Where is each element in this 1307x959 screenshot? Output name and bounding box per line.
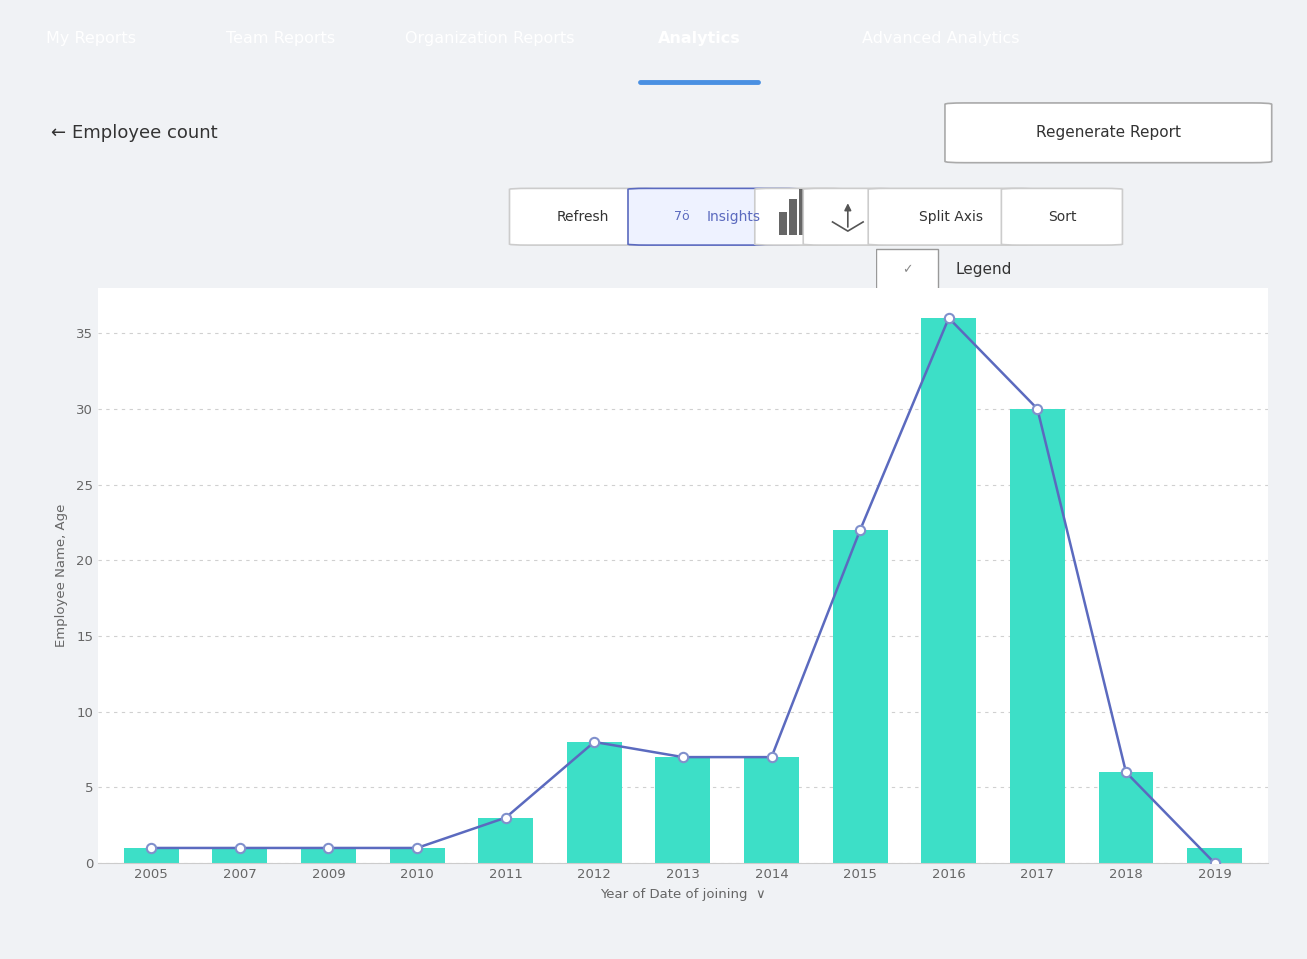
Text: ←: ← bbox=[50, 124, 65, 142]
FancyBboxPatch shape bbox=[754, 188, 844, 246]
Point bbox=[1204, 855, 1225, 871]
Point bbox=[1027, 401, 1048, 416]
Point bbox=[761, 749, 782, 764]
Point bbox=[584, 735, 605, 750]
Text: Split Axis: Split Axis bbox=[919, 210, 983, 223]
Text: My Reports: My Reports bbox=[47, 32, 136, 46]
FancyBboxPatch shape bbox=[876, 249, 938, 291]
Bar bbox=[779, 212, 787, 235]
Bar bbox=[389, 848, 444, 863]
Point bbox=[938, 311, 959, 326]
Point bbox=[672, 749, 693, 764]
Bar bbox=[921, 318, 976, 863]
Point bbox=[850, 523, 870, 538]
Point bbox=[229, 840, 250, 855]
Point bbox=[495, 810, 516, 826]
Text: ✓: ✓ bbox=[902, 363, 912, 376]
Bar bbox=[809, 205, 817, 235]
Text: Employee Name Count: Employee Name Count bbox=[1014, 313, 1182, 328]
Bar bbox=[1098, 772, 1154, 863]
Bar bbox=[833, 530, 887, 863]
Bar bbox=[478, 818, 533, 863]
Text: Advanced Analytics: Advanced Analytics bbox=[863, 32, 1019, 46]
Text: Refresh: Refresh bbox=[557, 210, 609, 223]
Bar bbox=[789, 199, 797, 235]
Point bbox=[318, 840, 339, 855]
Text: Regenerate Report: Regenerate Report bbox=[1036, 126, 1180, 140]
Bar bbox=[301, 848, 356, 863]
FancyBboxPatch shape bbox=[627, 188, 800, 246]
Text: ✓: ✓ bbox=[902, 264, 912, 276]
Bar bbox=[1187, 848, 1242, 863]
Point bbox=[1116, 764, 1137, 780]
Text: Team Reports: Team Reports bbox=[226, 32, 336, 46]
FancyBboxPatch shape bbox=[510, 188, 656, 246]
Text: 7̈ö: 7̈ö bbox=[674, 210, 690, 223]
Bar bbox=[124, 848, 179, 863]
Point bbox=[141, 840, 162, 855]
Bar bbox=[744, 757, 799, 863]
FancyBboxPatch shape bbox=[876, 299, 938, 341]
FancyBboxPatch shape bbox=[876, 348, 938, 390]
Point bbox=[406, 840, 427, 855]
FancyBboxPatch shape bbox=[868, 188, 1034, 246]
Text: Sort: Sort bbox=[1048, 210, 1076, 223]
Bar bbox=[212, 848, 268, 863]
Text: Age Count: Age Count bbox=[1014, 362, 1090, 377]
FancyBboxPatch shape bbox=[945, 103, 1272, 163]
Text: Organization Reports: Organization Reports bbox=[405, 32, 575, 46]
Text: Analytics: Analytics bbox=[657, 32, 741, 46]
Bar bbox=[800, 189, 806, 235]
Text: ✓: ✓ bbox=[902, 314, 912, 327]
X-axis label: Year of Date of joining  ∨: Year of Date of joining ∨ bbox=[600, 888, 766, 901]
FancyBboxPatch shape bbox=[804, 188, 893, 246]
Bar bbox=[1010, 409, 1065, 863]
Bar bbox=[567, 742, 622, 863]
Bar bbox=[655, 757, 711, 863]
FancyBboxPatch shape bbox=[1001, 188, 1123, 246]
Text: Insights: Insights bbox=[706, 210, 761, 223]
Text: Legend: Legend bbox=[955, 263, 1012, 277]
Y-axis label: Employee Name, Age: Employee Name, Age bbox=[55, 503, 68, 647]
Text: Employee count: Employee count bbox=[72, 124, 217, 142]
